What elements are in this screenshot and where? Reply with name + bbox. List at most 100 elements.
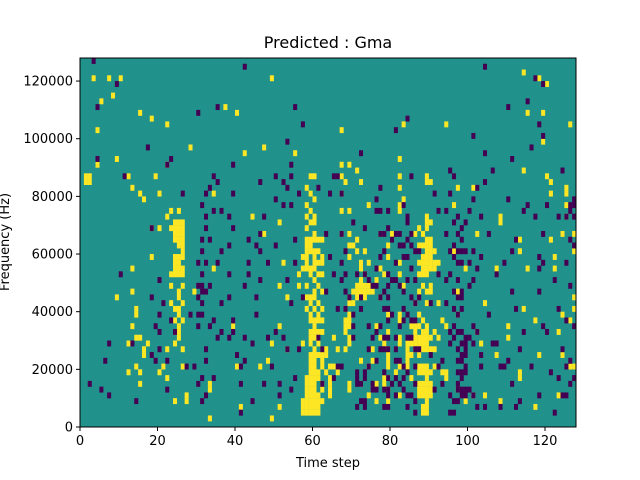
x-axis-label: Time step: [295, 456, 360, 471]
heatmap-cell-high: [142, 346, 147, 353]
heatmap-cell-high: [463, 398, 468, 405]
heatmap-cell-low: [463, 340, 468, 347]
heatmap-cell-low: [529, 363, 534, 370]
heatmap-cell-low: [316, 334, 321, 341]
heatmap-cell-high: [378, 265, 383, 272]
heatmap-cell-low: [211, 375, 216, 382]
heatmap-cell-low: [262, 380, 267, 387]
heatmap-cell-low: [413, 277, 418, 284]
heatmap-cell-low: [386, 271, 391, 278]
heatmap-cell-high: [366, 392, 371, 399]
heatmap-cell-low: [324, 288, 329, 295]
heatmap-cell-low: [401, 386, 406, 393]
heatmap-cell-low: [359, 380, 364, 387]
heatmap-cell-high: [107, 75, 112, 82]
heatmap-cell-low: [455, 277, 460, 284]
heatmap-cell-high: [374, 323, 379, 330]
heatmap-cell-low: [401, 254, 406, 260]
heatmap-cell-low: [568, 236, 573, 243]
heatmap-cell-high: [397, 311, 402, 318]
heatmap-cell-high: [320, 357, 325, 364]
heatmap-cell-high: [397, 259, 402, 266]
heatmap-cell-low: [459, 225, 464, 232]
heatmap-cell-high: [180, 300, 185, 307]
heatmap-cell-high: [161, 363, 166, 370]
heatmap-cell-high: [308, 173, 313, 180]
heatmap-cell-high: [192, 288, 197, 295]
heatmap-cell-high: [428, 236, 433, 243]
heatmap-cell-high: [397, 207, 402, 214]
heatmap-cell-low: [444, 207, 449, 214]
heatmap-cell-low: [382, 230, 387, 237]
heatmap-cell-high: [316, 271, 321, 278]
heatmap-cell-low: [320, 380, 325, 387]
heatmap-cell-high: [572, 305, 577, 312]
heatmap-cell-low: [200, 236, 205, 243]
heatmap-cell-high: [359, 259, 364, 266]
heatmap-cell-low: [157, 328, 162, 335]
heatmap-cell-high: [452, 248, 457, 255]
heatmap-cell-high: [235, 109, 240, 116]
heatmap-cell-low: [95, 104, 100, 111]
heatmap-cell-high: [308, 317, 313, 324]
y-tick-label: 120000: [23, 75, 73, 90]
heatmap-cell-high: [424, 271, 429, 278]
heatmap-cell-high: [223, 104, 228, 111]
heatmap-cell-high: [316, 311, 321, 318]
heatmap-cell-high: [180, 236, 185, 243]
heatmap-cell-low: [560, 167, 565, 174]
heatmap-cell-low: [289, 202, 294, 209]
heatmap-cell-low: [180, 190, 185, 197]
heatmap-cell-low: [393, 392, 398, 399]
heatmap-cell-low: [382, 288, 387, 295]
heatmap-cell-low: [541, 259, 546, 266]
heatmap-cell-low: [401, 288, 406, 295]
heatmap-cell-low: [215, 104, 220, 111]
heatmap-cell-high: [545, 173, 550, 180]
heatmap-cell-low: [359, 294, 364, 301]
heatmap-cell-high: [463, 265, 468, 272]
heatmap-cell-high: [316, 403, 321, 410]
heatmap-cell-high: [281, 259, 286, 266]
heatmap-cell-high: [308, 369, 313, 376]
heatmap-cell-low: [463, 386, 468, 393]
heatmap-cell-low: [568, 202, 573, 209]
heatmap-cell-low: [107, 340, 112, 347]
heatmap-cell-low: [413, 317, 418, 324]
heatmap-cell-high: [258, 363, 263, 370]
heatmap-cell-low: [483, 179, 488, 185]
heatmap-cell-low: [196, 380, 201, 387]
heatmap-cell-high: [397, 334, 402, 341]
heatmap-cell-high: [405, 346, 410, 353]
y-tick-label: 20000: [32, 363, 73, 378]
heatmap-cell-low: [525, 202, 530, 209]
heatmap-cell-high: [304, 380, 309, 387]
y-axis-label: Frequency (Hz): [0, 193, 13, 291]
heatmap-cell-high: [87, 173, 92, 180]
heatmap-cell-low: [204, 225, 209, 232]
heatmap-cell-high: [417, 288, 422, 295]
heatmap-cell-low: [231, 328, 236, 335]
heatmap-cell-low: [215, 334, 220, 341]
heatmap-cell-low: [471, 323, 476, 330]
heatmap-cell-low: [440, 380, 445, 387]
heatmap-cell-high: [176, 242, 181, 249]
heatmap-cell-low: [297, 190, 302, 197]
heatmap-cell-high: [142, 196, 147, 203]
heatmap-cell-high: [180, 346, 185, 353]
heatmap-cell-high: [382, 380, 387, 387]
heatmap-cell-high: [370, 288, 375, 295]
heatmap-cell-low: [452, 409, 457, 416]
heatmap-cell-low: [207, 236, 212, 243]
heatmap-cell-high: [424, 179, 429, 185]
heatmap-cell-high: [304, 236, 309, 243]
heatmap-cell-high: [312, 363, 317, 370]
heatmap-cell-high: [359, 357, 364, 364]
heatmap-cell-low: [409, 230, 414, 237]
heatmap-cell-high: [494, 265, 499, 272]
heatmap-cell-low: [335, 305, 340, 312]
heatmap-cell-high: [238, 403, 243, 410]
heatmap-cell-high: [180, 242, 185, 249]
heatmap-cell-high: [169, 225, 174, 232]
heatmap-cell-high: [312, 375, 317, 382]
